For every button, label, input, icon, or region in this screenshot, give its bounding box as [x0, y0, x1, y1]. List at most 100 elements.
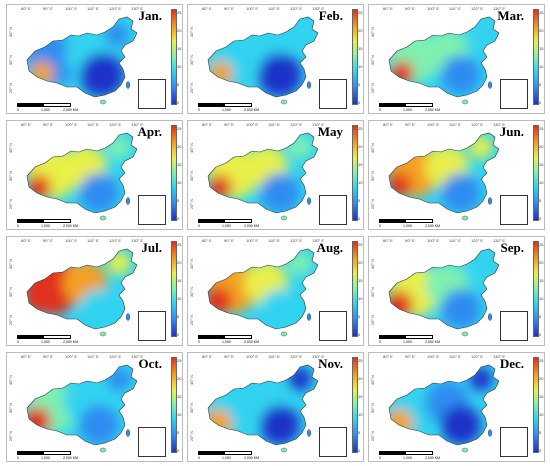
longitude-label: 100° E — [427, 354, 440, 359]
latitude-label: 40° N — [370, 143, 375, 154]
heat-region — [208, 409, 232, 437]
longitude-label: 130° E — [131, 6, 144, 11]
longitude-label: 130° E — [312, 6, 325, 11]
longitude-label: 120° E — [471, 354, 484, 359]
month-label: Mar. — [497, 8, 524, 23]
colorbar-tick: 0 — [358, 332, 361, 337]
heat-region — [260, 405, 300, 445]
scale-label: 1,000 — [222, 224, 231, 228]
longitude-label: 80° E — [383, 354, 393, 359]
month-label: Oct. — [138, 356, 162, 371]
china-map — [388, 248, 500, 337]
month-label: Sep. — [500, 240, 524, 255]
longitude-label: 100° E — [427, 6, 440, 11]
colorbar-tick: 10 — [539, 180, 544, 185]
island-taiwan — [487, 81, 492, 89]
colorbar-tick: 10 — [358, 296, 363, 301]
scale-label: 0 — [17, 224, 19, 228]
colorbar: 25 20 15 10 5 0 — [533, 125, 543, 221]
colorbar-tick: 10 — [358, 64, 363, 69]
island-taiwan — [125, 197, 130, 205]
latitude-label: 40° N — [8, 375, 13, 386]
country-outline — [207, 364, 319, 446]
heat-region — [260, 173, 300, 213]
colorbar-tick: 10 — [539, 412, 544, 417]
scale-label: 2,000 KM — [63, 456, 78, 460]
south-china-sea-inset — [500, 427, 528, 457]
colorbar-tick: 15 — [358, 394, 363, 399]
island-hainan — [280, 331, 288, 337]
scale-label: 2,000 KM — [244, 224, 259, 228]
longitude-label: 110° E — [268, 6, 280, 11]
island-hainan — [99, 331, 107, 337]
longitude-label: 130° E — [312, 354, 325, 359]
island-taiwan — [125, 429, 130, 437]
china-map — [388, 364, 500, 453]
longitude-label: 110° E — [87, 354, 99, 359]
latitude-label: 30° N — [189, 55, 194, 66]
longitude-label: 100° E — [65, 354, 78, 359]
scale-bar — [379, 219, 433, 223]
south-china-sea-inset — [138, 311, 166, 341]
latitude-label: 40° N — [189, 259, 194, 270]
longitude-label: 90° E — [224, 238, 234, 243]
colorbar-tick: 25 — [177, 126, 182, 131]
longitude-label: 100° E — [246, 354, 259, 359]
china-map — [207, 132, 319, 221]
month-label: Jul. — [141, 240, 162, 255]
china-map — [26, 364, 138, 453]
island-hainan — [280, 99, 288, 105]
month-label: Nov. — [318, 356, 343, 371]
longitude-label: 120° E — [471, 238, 484, 243]
colorbar-tick: 15 — [358, 46, 363, 51]
colorbar-tick: 20 — [177, 260, 182, 265]
country-outline — [26, 16, 138, 98]
latitude-label: 40° N — [370, 27, 375, 38]
latitude-label: 20° N — [189, 431, 194, 442]
colorbar-tick: 20 — [358, 144, 363, 149]
colorbar-tick: 10 — [539, 64, 544, 69]
colorbar-tick: 5 — [358, 82, 361, 87]
heat-region — [260, 289, 300, 329]
south-china-sea-inset — [319, 79, 347, 109]
scale-bar — [17, 219, 71, 223]
month-label: Aug. — [316, 240, 343, 255]
scale-bar — [198, 219, 252, 223]
heat-region — [27, 175, 51, 199]
longitude-label: 90° E — [43, 122, 53, 127]
longitude-label: 90° E — [43, 6, 53, 11]
colorbar-tick: 25 — [358, 242, 363, 247]
colorbar-tick: 20 — [358, 28, 363, 33]
map-panel: 80° E 90° E 100° E 110° E 120° E 130° E 40° N 3… — [187, 352, 364, 462]
heat-region — [105, 23, 129, 47]
scale-label: 1,000 — [41, 456, 50, 460]
island-hainan — [461, 215, 469, 221]
longitude-label: 80° E — [383, 122, 393, 127]
colorbar-tick: 10 — [358, 180, 363, 185]
china-map — [26, 16, 138, 105]
colorbar-tick: 20 — [539, 260, 544, 265]
country-outline — [26, 132, 138, 214]
longitude-label: 130° E — [493, 238, 506, 243]
heat-region — [288, 21, 312, 45]
colorbar-tick: 25 — [539, 242, 544, 247]
colorbar-tick: 25 — [358, 10, 363, 15]
south-china-sea-inset — [500, 311, 528, 341]
colorbar-tick: 5 — [539, 198, 542, 203]
south-china-sea-inset — [138, 427, 166, 457]
colorbar-tick: 20 — [177, 28, 182, 33]
latitude-label: 30° N — [370, 287, 375, 298]
scale-bar — [17, 103, 71, 107]
colorbar: 25 20 15 10 5 0 — [533, 9, 543, 105]
map-panel: 80° E 90° E 100° E 110° E 120° E 130° E 40° N 3… — [368, 352, 545, 462]
scale-bar — [379, 103, 433, 107]
colorbar: 25 20 15 10 5 0 — [352, 125, 362, 221]
colorbar: 25 20 15 10 5 0 — [171, 9, 181, 105]
scale-label: 2,000 KM — [425, 224, 440, 228]
longitude-label: 90° E — [224, 354, 234, 359]
south-china-sea-inset — [500, 79, 528, 109]
island-hainan — [99, 215, 107, 221]
latitude-label: 30° N — [370, 403, 375, 414]
scale-label: 2,000 KM — [63, 340, 78, 344]
latitude-label: 30° N — [370, 171, 375, 182]
